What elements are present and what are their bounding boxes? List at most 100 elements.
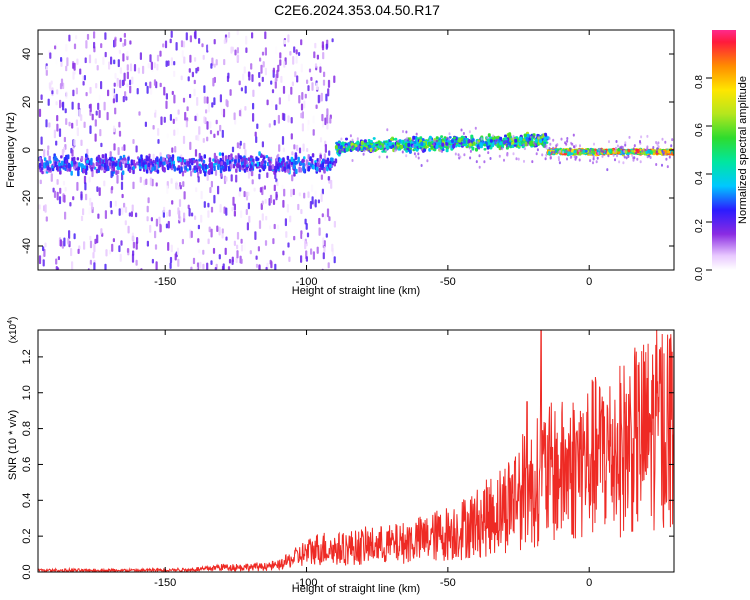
spectrogram-cell [584, 149, 588, 153]
spectrogram-cell [58, 162, 61, 167]
spectrogram-cell [62, 101, 65, 111]
spectrogram-cell [601, 154, 604, 158]
spectrogram-cell [236, 163, 239, 168]
spectrogram-cell [324, 144, 327, 153]
spectrogram-cell [89, 103, 92, 113]
spectrogram-cell [90, 202, 94, 210]
spectrogram-cell [89, 125, 92, 135]
spectrogram-cell [176, 128, 179, 135]
spectrogram-cell [279, 59, 282, 66]
spectrogram-cell [167, 60, 170, 66]
spectrogram-cell [291, 81, 294, 87]
spectrogram-cell [549, 142, 552, 146]
spectrogram-cell [502, 141, 505, 145]
spectrogram-cell [636, 157, 639, 161]
spectrogram-cell [499, 141, 503, 146]
spectrogram-cell [302, 166, 305, 172]
spectrogram-cell [311, 82, 314, 91]
spectrogram-cell [78, 245, 81, 250]
spectrogram-cell [268, 123, 271, 128]
spectrogram-cell [290, 117, 293, 124]
spectrogram-cell [142, 65, 145, 75]
colorbar-gradient [712, 30, 736, 270]
spectrogram-cell [133, 64, 137, 72]
spectrogram-cell [51, 168, 55, 172]
spectrogram-cell [171, 90, 174, 95]
spectrogram-cell [255, 263, 259, 268]
spectrogram-cell [571, 142, 574, 146]
spectrogram-cell [661, 137, 664, 141]
spectrogram-cell [72, 71, 75, 80]
spectrogram-cell [395, 145, 398, 149]
snr-y-tick-label: 0.8 [21, 421, 33, 436]
spectrogram-cell [92, 252, 95, 259]
spectrogram-cell [287, 242, 290, 248]
spectrogram-cell [608, 149, 612, 153]
spectrogram-cell [286, 155, 290, 161]
spectrogram-cell [219, 124, 222, 132]
spectrogram-cell [281, 136, 285, 145]
spectrogram-cell [415, 142, 419, 147]
spectrogram-cell [264, 160, 267, 164]
spectrogram-cell [284, 162, 287, 167]
spectrogram-cell [647, 149, 651, 154]
spectrogram-cell [83, 165, 87, 169]
spectrogram-cell [71, 122, 74, 129]
spectrogram-cell [257, 246, 260, 252]
spectrogram-cell [316, 246, 319, 254]
spectrogram-cell [97, 102, 100, 110]
spectrogram-cell [304, 93, 307, 99]
spectrogram-cell [334, 158, 338, 164]
spectrogram-cell [310, 184, 314, 193]
spectrogram-cell [241, 164, 245, 168]
spectrogram-cell [89, 240, 93, 249]
spectrogram-cell [94, 133, 97, 142]
spectrogram-cell [264, 31, 267, 40]
spectrogram-cell [324, 117, 327, 126]
colorbar-tick-label: 0.2 [694, 219, 705, 233]
spectrogram-cell [54, 155, 57, 161]
spectrogram-cell [111, 87, 114, 97]
spectrogram-cell [614, 158, 616, 162]
spectrogram-cell [102, 56, 105, 66]
spectrogram-cell [95, 83, 98, 89]
spectrogram-cell [69, 202, 72, 207]
spectrogram-cell [371, 145, 375, 148]
spectrogram-cell [289, 215, 292, 223]
spectrogram-cell [288, 256, 291, 263]
spectrogram-cell [326, 114, 329, 124]
spectrogram-cell [94, 238, 97, 245]
spectrogram-cell [189, 141, 192, 151]
spectrogram-cell [498, 154, 501, 158]
spectrogram-cell [84, 182, 87, 191]
spectrogram-cell [281, 184, 284, 192]
spectrogram-cell [635, 151, 638, 155]
spectrogram-cell [123, 32, 126, 38]
spectrogram-cell [126, 83, 129, 88]
spectrogram-cell [204, 164, 208, 170]
spectrogram-cell [248, 215, 251, 223]
spectrogram-panel: -150 -100 -50 0 -40 -20 0 20 40 Height of strai… [5, 29, 675, 297]
spectrogram-cell [592, 157, 595, 161]
spectrogram-cell [420, 164, 423, 167]
spectrogram-cell [175, 42, 178, 51]
spectrogram-cell [135, 212, 138, 218]
spectrogram-cell [112, 98, 115, 104]
spectrogram-cell [293, 171, 296, 177]
spectrogram-cell [329, 160, 332, 164]
spectrogram-cell [245, 209, 248, 216]
spectrogram-cell [143, 179, 146, 186]
spectrogram-x-tick-label: -150 [154, 276, 176, 288]
spectrogram-cell [260, 203, 263, 210]
spectrogram-cell [131, 253, 135, 263]
spectrogram-cell [135, 145, 138, 153]
spectrogram-cell [117, 147, 120, 156]
spectrogram-cell [209, 121, 212, 129]
spectrogram-cell [144, 164, 147, 170]
spectrogram-cell [261, 213, 264, 221]
spectrogram-cell [321, 113, 324, 122]
spectrogram-cell [277, 64, 280, 72]
spectrogram-cell [271, 89, 275, 94]
spectrogram-cell [256, 123, 259, 130]
